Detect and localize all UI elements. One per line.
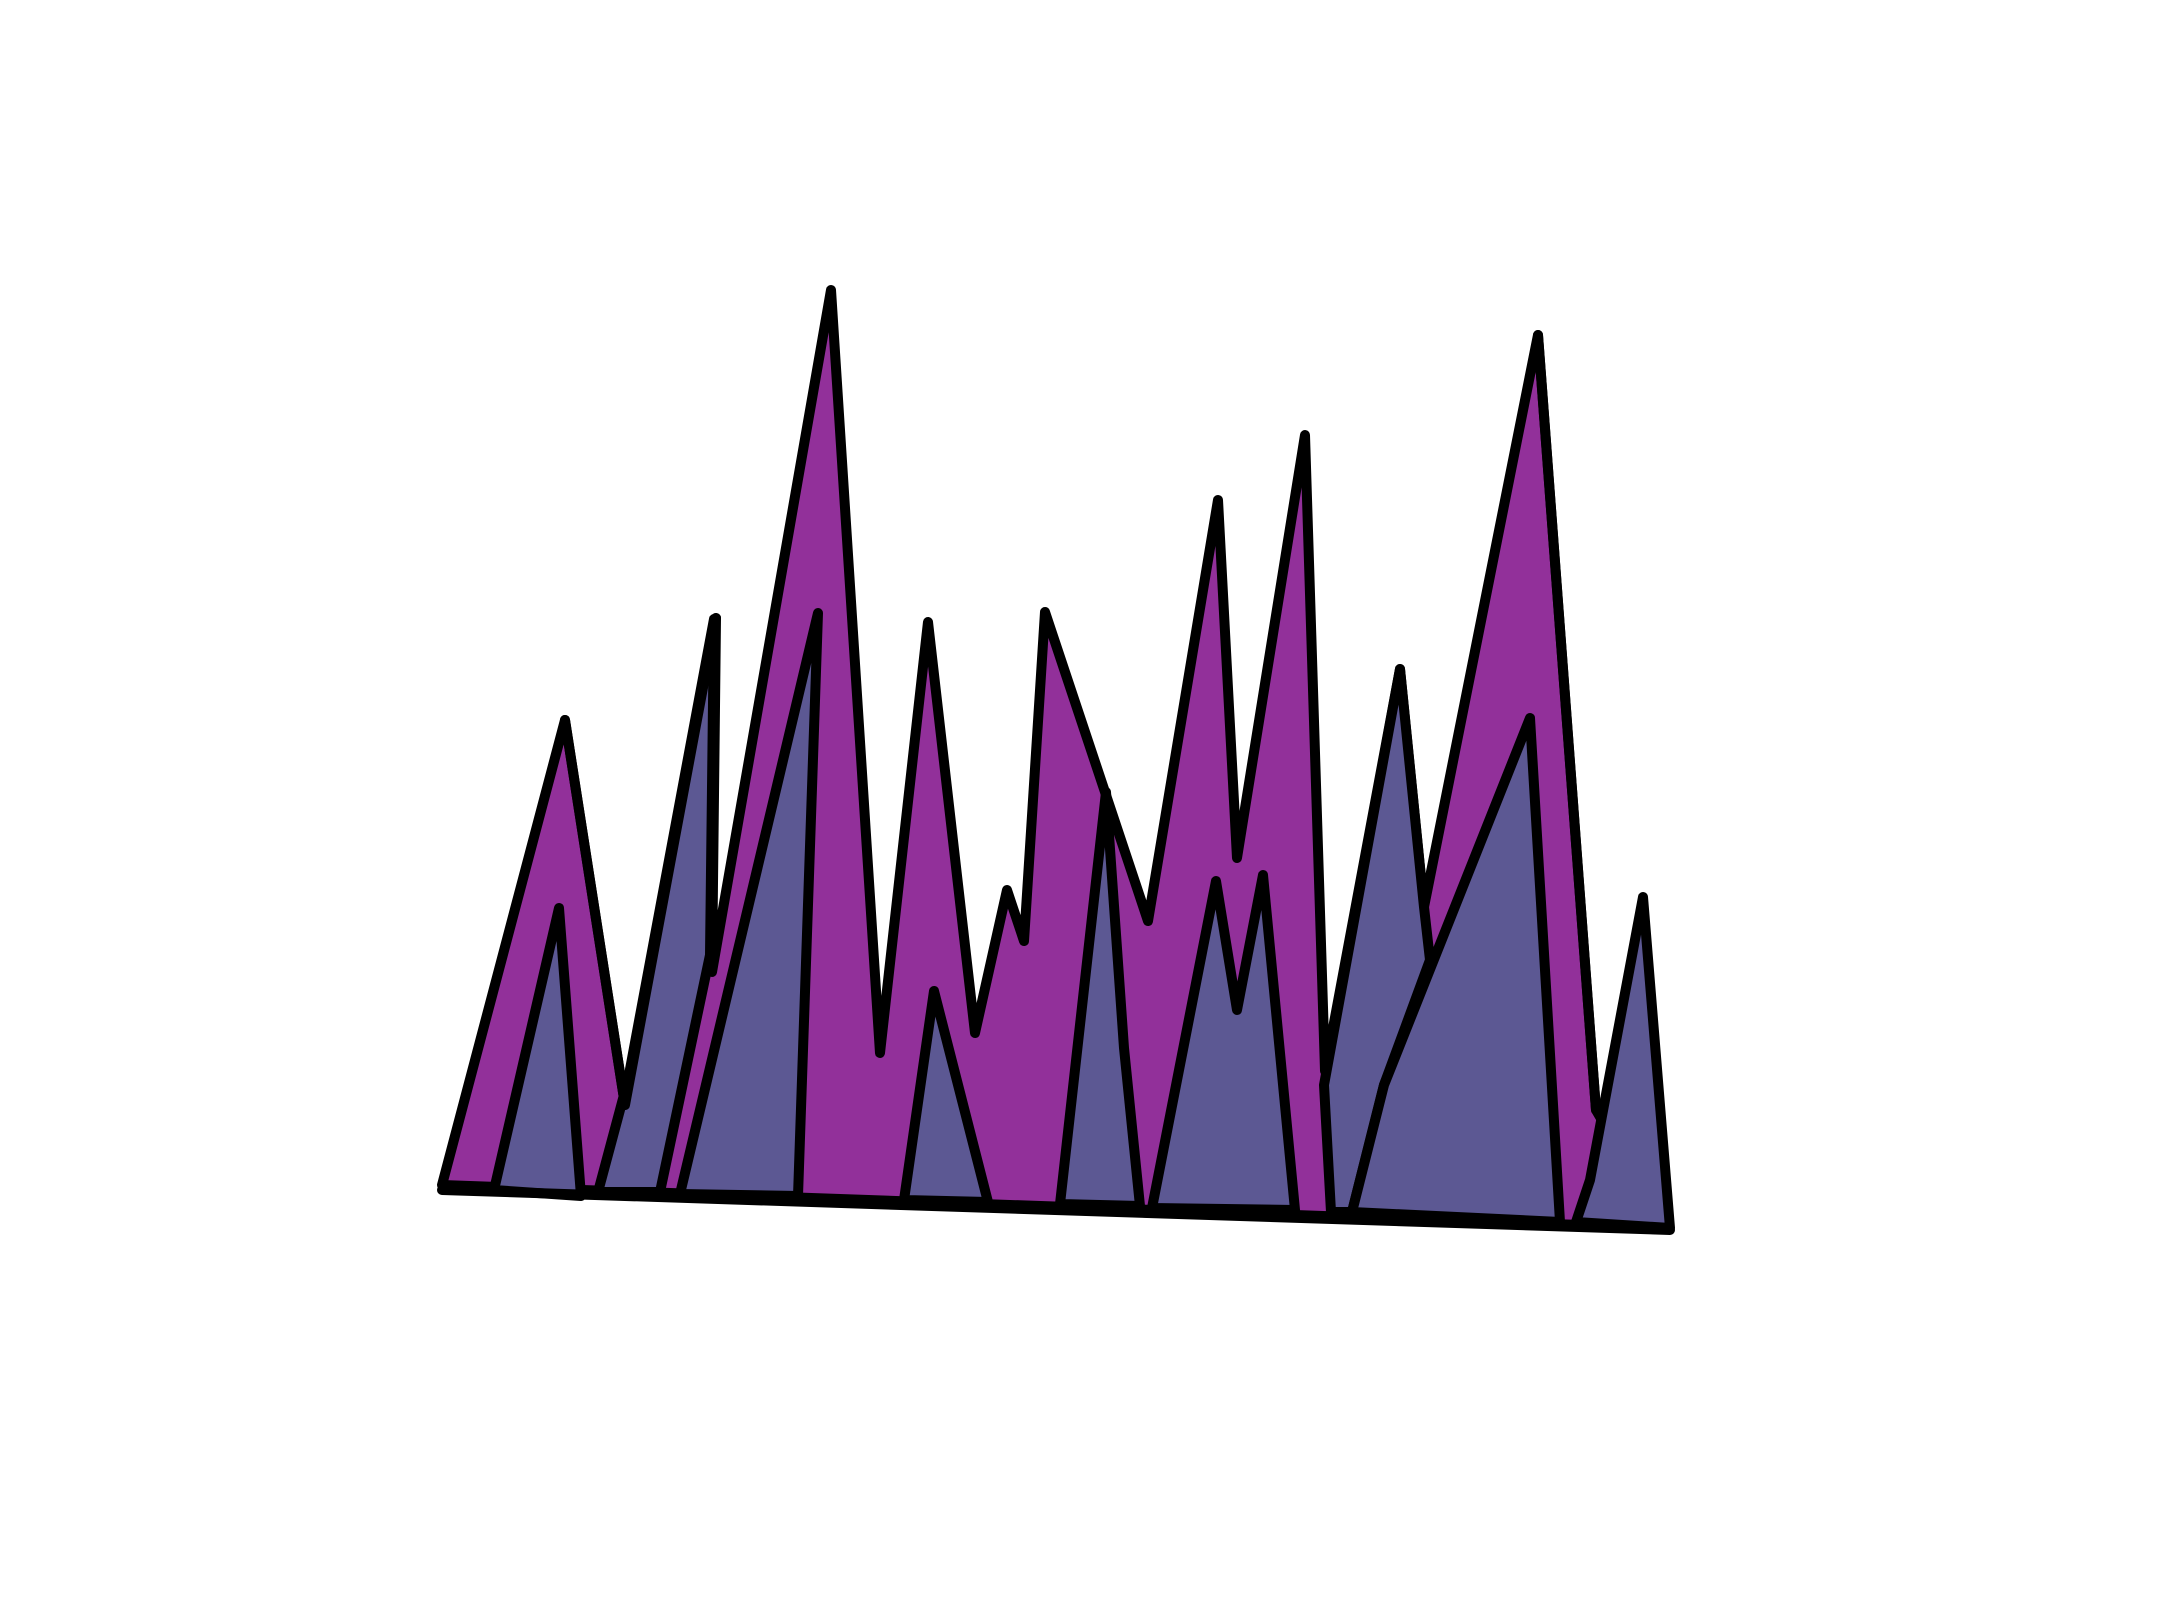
front-spike-4 xyxy=(899,986,993,1207)
back-spike-edge-outline xyxy=(560,613,721,1110)
ground-baseline xyxy=(437,1185,1675,1235)
front-spike-5 xyxy=(1055,787,1145,1211)
front-spike-8 xyxy=(1347,713,1565,1227)
back-spike-right-edge-outline xyxy=(1533,330,1601,1115)
front-spike-6 xyxy=(1147,870,1300,1215)
